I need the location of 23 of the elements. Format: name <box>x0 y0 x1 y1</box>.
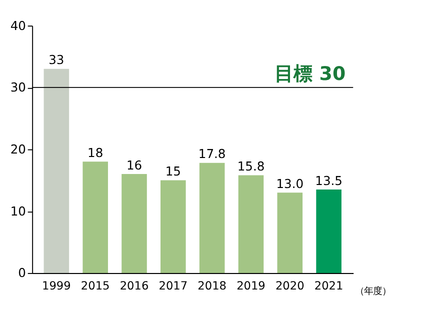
x-tick-label: 2019 <box>236 278 266 293</box>
x-tick-label: 2020 <box>275 278 304 293</box>
y-tick-label: 20 <box>10 142 26 157</box>
x-tick-label: 2016 <box>120 278 149 293</box>
x-tick-label: 2017 <box>158 278 188 293</box>
x-tick-label: 1999 <box>42 278 71 293</box>
x-tick-label: 2018 <box>198 278 226 293</box>
data-label: 13.0 <box>276 176 304 191</box>
data-label: 16 <box>126 158 142 172</box>
data-label: 33 <box>48 53 64 68</box>
data-label: 13.5 <box>315 174 342 188</box>
y-tick-label: 0 <box>18 266 26 280</box>
data-label: 17.8 <box>198 147 226 162</box>
x-tick-label: 2021 <box>314 278 344 293</box>
data-label: 15 <box>165 164 181 179</box>
data-label: 18 <box>88 146 104 160</box>
y-tick-label: 40 <box>10 18 26 33</box>
y-tick-label: 30 <box>10 80 26 95</box>
x-tick-label: 2015 <box>80 278 110 293</box>
ref-line-label: 目標 30 <box>274 62 346 85</box>
data-label: 15.8 <box>237 160 265 174</box>
y-tick-label: 10 <box>10 204 26 218</box>
text: （年度） <box>355 286 392 297</box>
